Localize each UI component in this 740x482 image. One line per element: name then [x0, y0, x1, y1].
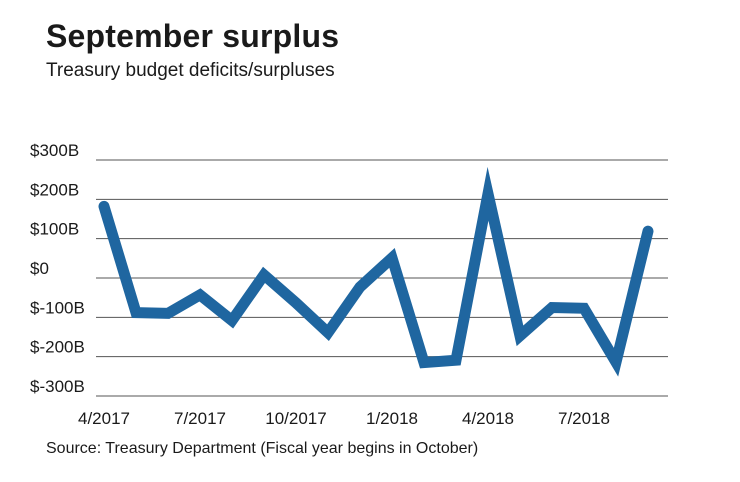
source-note: Source: Treasury Department (Fiscal year… — [46, 440, 479, 457]
x-tick-label: 4/2018 — [462, 409, 514, 428]
data-point — [135, 312, 137, 314]
x-axis-ticks: 4/2017 7/2017 10/2017 1/2018 4/2018 7/2018 — [78, 409, 610, 428]
data-point — [551, 307, 553, 308]
y-tick-label: $-200B — [30, 338, 85, 357]
y-tick-label: $100B — [30, 220, 79, 239]
y-tick-label: $-100B — [30, 298, 85, 317]
data-point — [103, 205, 105, 207]
data-point — [263, 274, 265, 276]
data-point — [199, 294, 201, 296]
chart-subtitle: Treasury budget deficits/surpluses — [46, 60, 335, 81]
data-point — [423, 362, 425, 364]
series-layer — [98, 166, 654, 377]
y-tick-label: $200B — [30, 180, 79, 199]
data-point — [167, 312, 169, 314]
data-point — [231, 319, 233, 321]
x-tick-label: 1/2018 — [366, 409, 418, 428]
y-axis-ticks: $300B $200B $100B $0 $-100B $-200B $-300B — [30, 141, 85, 396]
x-tick-label: 7/2017 — [174, 409, 226, 428]
y-tick-label: $0 — [30, 259, 49, 278]
x-tick-label: 4/2017 — [78, 409, 130, 428]
y-tick-label: $-300B — [30, 377, 85, 396]
x-tick-label: 10/2017 — [265, 409, 326, 428]
data-point — [295, 302, 297, 304]
chart-title: September surplus — [46, 18, 340, 54]
data-point — [615, 361, 617, 363]
data-point — [455, 359, 457, 361]
data-point — [487, 193, 489, 195]
series-line — [98, 166, 654, 377]
x-tick-label: 7/2018 — [558, 409, 610, 428]
data-point — [327, 332, 329, 334]
gridlines — [96, 159, 668, 397]
y-tick-label: $300B — [30, 141, 79, 160]
data-point — [583, 307, 585, 309]
data-point — [647, 230, 649, 232]
data-point — [391, 257, 393, 259]
data-point — [359, 286, 361, 288]
data-point — [519, 335, 521, 337]
